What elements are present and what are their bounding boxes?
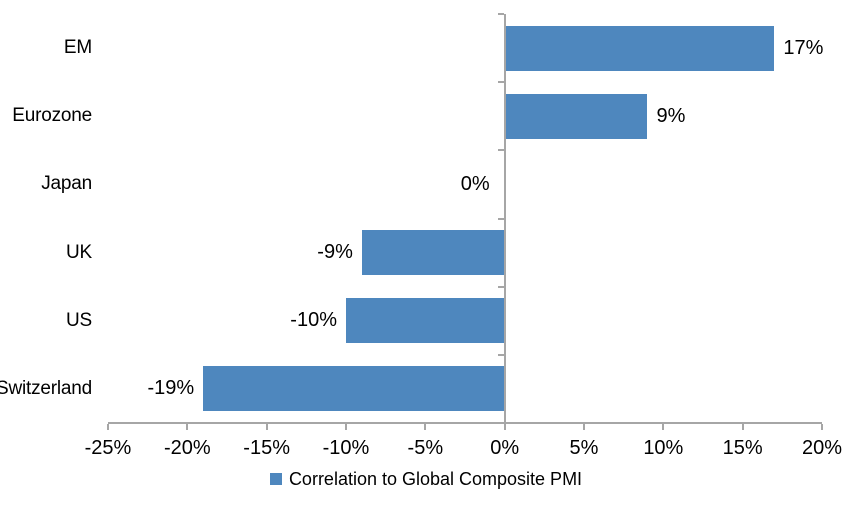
x-axis-tick-mark bbox=[107, 424, 109, 430]
legend-swatch-icon bbox=[269, 473, 282, 485]
data-label: 17% bbox=[783, 36, 824, 59]
data-label: 0% bbox=[460, 172, 490, 195]
y-axis-tick-mark bbox=[497, 81, 504, 84]
x-axis-tick-mark bbox=[821, 424, 823, 430]
x-axis-tick-mark bbox=[424, 424, 427, 430]
y-axis-tick-mark bbox=[497, 422, 504, 424]
y-axis-line bbox=[503, 14, 506, 429]
y-axis-tick-mark bbox=[497, 217, 504, 220]
y-axis-tick-mark bbox=[497, 13, 504, 15]
bar bbox=[346, 298, 505, 344]
x-tick-label: 5% bbox=[569, 436, 599, 459]
x-tick-label: 15% bbox=[722, 436, 763, 459]
category-label: Eurozone bbox=[12, 105, 92, 127]
y-axis-tick-mark bbox=[497, 149, 504, 152]
x-tick-label: -10% bbox=[322, 436, 370, 459]
x-axis-tick-mark bbox=[662, 424, 665, 430]
data-label: -9% bbox=[317, 241, 353, 264]
y-axis-tick-mark bbox=[497, 353, 504, 356]
data-label: -10% bbox=[290, 309, 337, 332]
bar bbox=[504, 93, 648, 139]
data-label: 9% bbox=[656, 104, 686, 127]
x-axis-tick-mark bbox=[186, 424, 189, 430]
x-axis-tick-mark bbox=[345, 424, 347, 430]
x-tick-label: 20% bbox=[801, 436, 843, 459]
x-axis-line bbox=[108, 422, 822, 424]
category-label: US bbox=[66, 309, 92, 331]
category-label: EM bbox=[63, 37, 92, 59]
x-tick-label: 0% bbox=[490, 436, 520, 459]
data-label: -19% bbox=[147, 377, 195, 400]
bar bbox=[504, 25, 775, 71]
category-label: Switzerland bbox=[0, 377, 92, 399]
x-tick-label: -5% bbox=[407, 436, 444, 459]
legend-label: Correlation to Global Composite PMI bbox=[288, 468, 583, 489]
x-tick-label: -25% bbox=[84, 436, 132, 459]
x-axis-tick-mark bbox=[741, 424, 744, 430]
legend: Correlation to Global Composite PMI bbox=[0, 466, 852, 492]
x-axis-tick-mark bbox=[503, 424, 506, 430]
x-axis-tick-mark bbox=[265, 424, 268, 430]
bar bbox=[203, 366, 505, 412]
x-tick-label: -20% bbox=[163, 436, 211, 459]
category-label: Japan bbox=[41, 173, 92, 195]
x-axis-tick-mark bbox=[583, 424, 585, 430]
category-label: UK bbox=[66, 241, 92, 263]
bar bbox=[361, 230, 505, 276]
x-tick-label: 10% bbox=[643, 436, 684, 459]
y-axis-tick-mark bbox=[497, 285, 504, 288]
x-tick-label: -15% bbox=[243, 436, 290, 459]
